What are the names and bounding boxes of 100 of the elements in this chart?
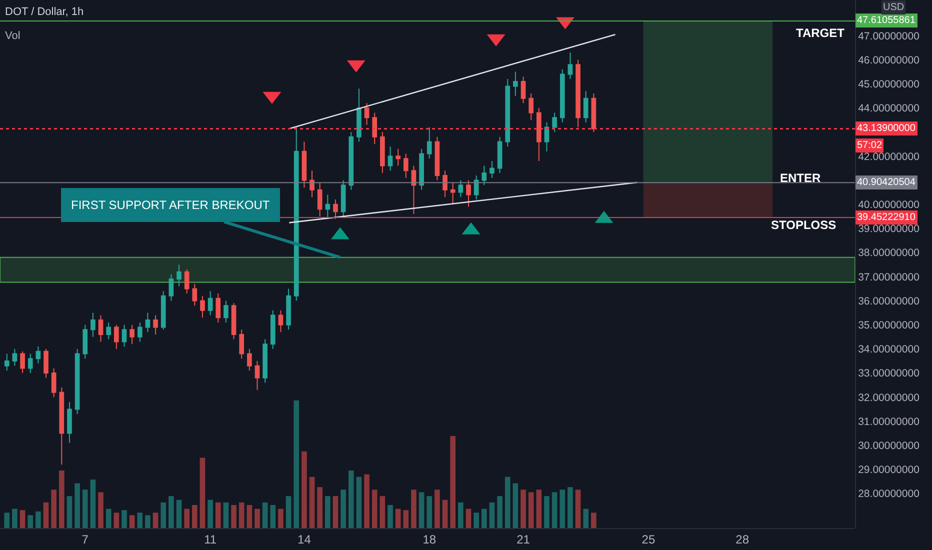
ref-line-label: 47.61055861 — [857, 15, 916, 26]
candlestick — [122, 324, 127, 348]
y-tick-label: 40.00000000 — [858, 199, 920, 212]
y-tick-label: 44.00000000 — [858, 102, 920, 115]
bar — [528, 492, 534, 528]
candlestick — [403, 153, 408, 178]
bar — [51, 490, 56, 528]
y-tick-label: 39.00000000 — [858, 223, 920, 236]
candlestick — [98, 314, 104, 342]
text: DOT / Dollar, 1h — [5, 6, 84, 18]
bar — [520, 490, 526, 528]
y-tick-label: 47.00000000 — [858, 30, 920, 42]
y-tick-label: 38.00000000 — [858, 247, 920, 260]
bar — [122, 510, 127, 528]
x-tick-label: 11 — [204, 532, 217, 546]
bar — [380, 496, 386, 528]
candlestick — [372, 112, 378, 145]
candlestick — [184, 268, 190, 294]
candlestick — [4, 353, 10, 372]
bar — [262, 502, 268, 528]
candlestick — [239, 329, 244, 360]
candlestick — [544, 122, 550, 152]
bar — [395, 508, 401, 528]
y-tick-label: 34.00000000 — [858, 344, 920, 356]
x-tick-label: 18 — [422, 532, 436, 546]
candlestick — [356, 88, 362, 142]
candlestick — [168, 274, 174, 302]
bar — [43, 502, 49, 528]
bar — [418, 492, 424, 528]
bar — [372, 490, 378, 528]
bar — [129, 515, 135, 528]
bar — [20, 510, 26, 528]
bar — [317, 487, 322, 528]
bar — [192, 505, 198, 528]
candlestick — [434, 136, 440, 181]
annotation: ENTER — [780, 171, 822, 185]
bar — [36, 511, 41, 528]
candlestick — [310, 170, 314, 198]
candlestick — [12, 348, 18, 366]
bar — [568, 487, 573, 528]
bar — [388, 505, 393, 528]
candlestick — [20, 350, 25, 374]
candlestick — [442, 170, 448, 198]
bar — [160, 502, 166, 528]
bar — [442, 500, 448, 528]
y-tick-label: 33.00000000 — [858, 368, 920, 380]
candlestick — [200, 295, 205, 318]
candlestick — [317, 182, 322, 217]
y-tick-label: 28.00000000 — [858, 488, 920, 500]
candlestick — [458, 180, 464, 198]
candlestick — [505, 78, 510, 148]
y-tick-label: 31.00000000 — [858, 416, 920, 428]
bar — [28, 515, 34, 528]
bar — [90, 479, 96, 528]
bar — [98, 492, 104, 528]
bar — [74, 483, 80, 528]
candlestick — [278, 310, 284, 333]
candlestick — [528, 93, 534, 121]
bar — [238, 502, 244, 528]
candlestick — [270, 310, 276, 350]
text: USD — [883, 2, 904, 13]
bar — [152, 512, 158, 528]
candlestick — [67, 401, 72, 444]
candlestick — [536, 107, 542, 162]
candlestick — [247, 348, 252, 372]
bar — [512, 483, 518, 528]
candlestick — [348, 132, 354, 190]
candlestick — [231, 302, 236, 340]
candlestick — [466, 180, 471, 208]
y-tick-label: 37.00000000 — [858, 271, 920, 284]
text: 57:02 — [857, 140, 882, 151]
candlestick — [36, 346, 41, 364]
bar — [309, 476, 315, 528]
bar — [458, 502, 464, 528]
candlestick — [59, 387, 64, 466]
bar — [231, 505, 236, 528]
bar — [583, 508, 589, 528]
bar — [536, 490, 542, 528]
bar — [215, 502, 221, 528]
candlestick — [160, 290, 166, 330]
y-tick-label: 35.00000000 — [858, 320, 920, 332]
bar — [332, 496, 338, 528]
candlestick — [380, 132, 385, 174]
bar — [544, 496, 550, 528]
bar — [137, 512, 143, 528]
bar — [184, 508, 190, 528]
candlestick — [294, 126, 299, 302]
bar — [575, 490, 581, 528]
x-tick-label: 7 — [82, 532, 89, 546]
candlestick — [192, 283, 198, 306]
candlestick — [333, 199, 338, 220]
bar — [82, 490, 88, 528]
candlestick — [130, 324, 134, 345]
y-tick-label: 36.00000000 — [858, 295, 920, 308]
bar — [489, 502, 495, 528]
candlestick — [176, 264, 182, 287]
candlestick — [145, 312, 150, 333]
candlestick — [419, 148, 424, 190]
y-tick-label: 29.00000000 — [858, 464, 920, 476]
candlestick — [262, 338, 268, 384]
